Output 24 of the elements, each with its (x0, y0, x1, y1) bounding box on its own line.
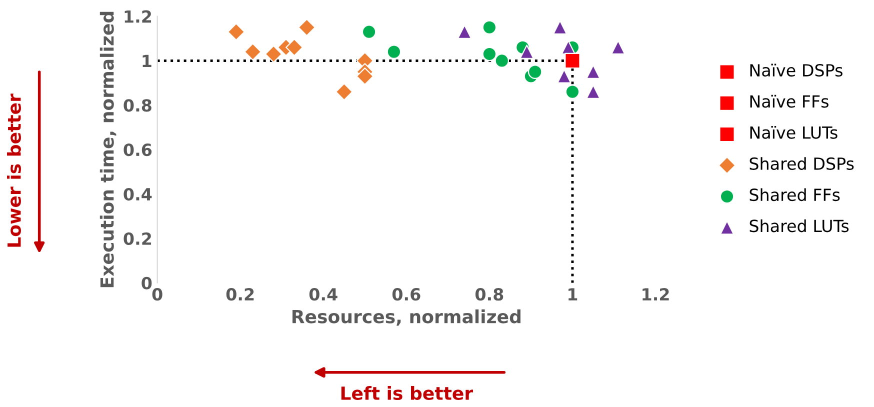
legend-label: Naïve LUTs (750, 126, 838, 139)
legend-label: Naïve FFs (750, 94, 828, 108)
y-tick-label: 0 (142, 276, 152, 290)
legend-label: Shared FFs (750, 188, 840, 202)
legend-label: Naïve DSPs (750, 64, 842, 77)
x-tick-label: 1 (568, 288, 578, 300)
y-tick-label: 1 (142, 54, 152, 68)
y-tick-label: 1.2 (124, 10, 152, 23)
x-tick-label: 0 (152, 288, 162, 301)
y-tick-label: 0.4 (124, 188, 152, 201)
legend-label: Shared DSPs (750, 157, 854, 170)
x-tick-label: 0.2 (226, 288, 254, 301)
y-axis-title: Execution time, normalized (100, 12, 116, 288)
text: Left is better (341, 386, 474, 400)
x-axis-title: Resources, normalized (292, 309, 520, 326)
y-tick-label: 0.6 (124, 144, 152, 156)
text: Lower is better (6, 94, 21, 247)
x-tick-label: 0.6 (392, 288, 420, 301)
y-tick-label: 0.2 (124, 232, 152, 246)
x-tick-label: 0.4 (309, 288, 338, 301)
x-tick-label: 0.8 (475, 288, 504, 301)
legend-label: Shared LUTs (750, 219, 849, 232)
y-tick-label: 0.8 (124, 99, 152, 112)
x-tick-label: 1.2 (642, 288, 669, 300)
